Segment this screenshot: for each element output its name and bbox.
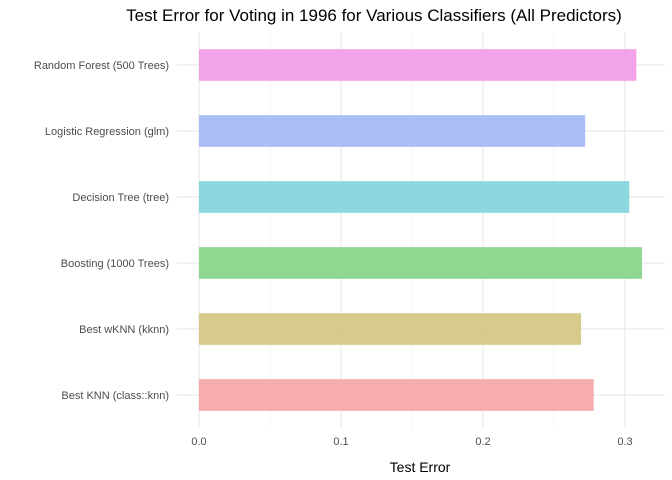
x-axis-tick-labels: 0.0 0.1 0.2 0.3 (191, 436, 632, 448)
bar (199, 379, 594, 411)
y-tick-label: Logistic Regression (glm) (45, 126, 169, 138)
bar (199, 49, 637, 81)
x-tick-label: 0.2 (475, 436, 490, 448)
y-tick-label: Decision Tree (tree) (72, 192, 169, 204)
bars (199, 49, 643, 411)
bar (199, 181, 630, 213)
x-tick-label: 0.3 (617, 436, 632, 448)
chart-title: Test Error for Voting in 1996 for Variou… (126, 6, 622, 25)
y-tick-label: Random Forest (500 Trees) (34, 60, 169, 72)
y-tick-label: Boosting (1000 Trees) (61, 258, 169, 270)
x-axis-title: Test Error (390, 459, 451, 475)
y-tick-label: Best KNN (class::knn) (61, 390, 169, 402)
bar (199, 115, 586, 147)
grid (177, 32, 665, 428)
bar (199, 313, 581, 345)
bar (199, 247, 643, 279)
y-axis-tick-labels: Random Forest (500 Trees) Logistic Regres… (34, 60, 169, 402)
x-tick-label: 0.1 (333, 436, 348, 448)
x-tick-label: 0.0 (191, 436, 206, 448)
y-tick-label: Best wKNN (kknn) (79, 324, 169, 336)
